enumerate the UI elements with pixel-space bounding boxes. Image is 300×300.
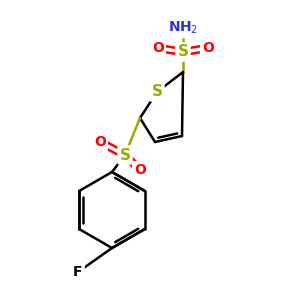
Text: F: F: [73, 265, 83, 279]
Text: NH$_2$: NH$_2$: [168, 20, 198, 36]
Text: O: O: [134, 163, 146, 177]
Text: O: O: [94, 135, 106, 149]
Text: S: S: [119, 148, 130, 163]
Text: O: O: [152, 41, 164, 55]
Text: O: O: [202, 41, 214, 55]
Text: S: S: [178, 44, 188, 59]
Text: S: S: [152, 85, 163, 100]
